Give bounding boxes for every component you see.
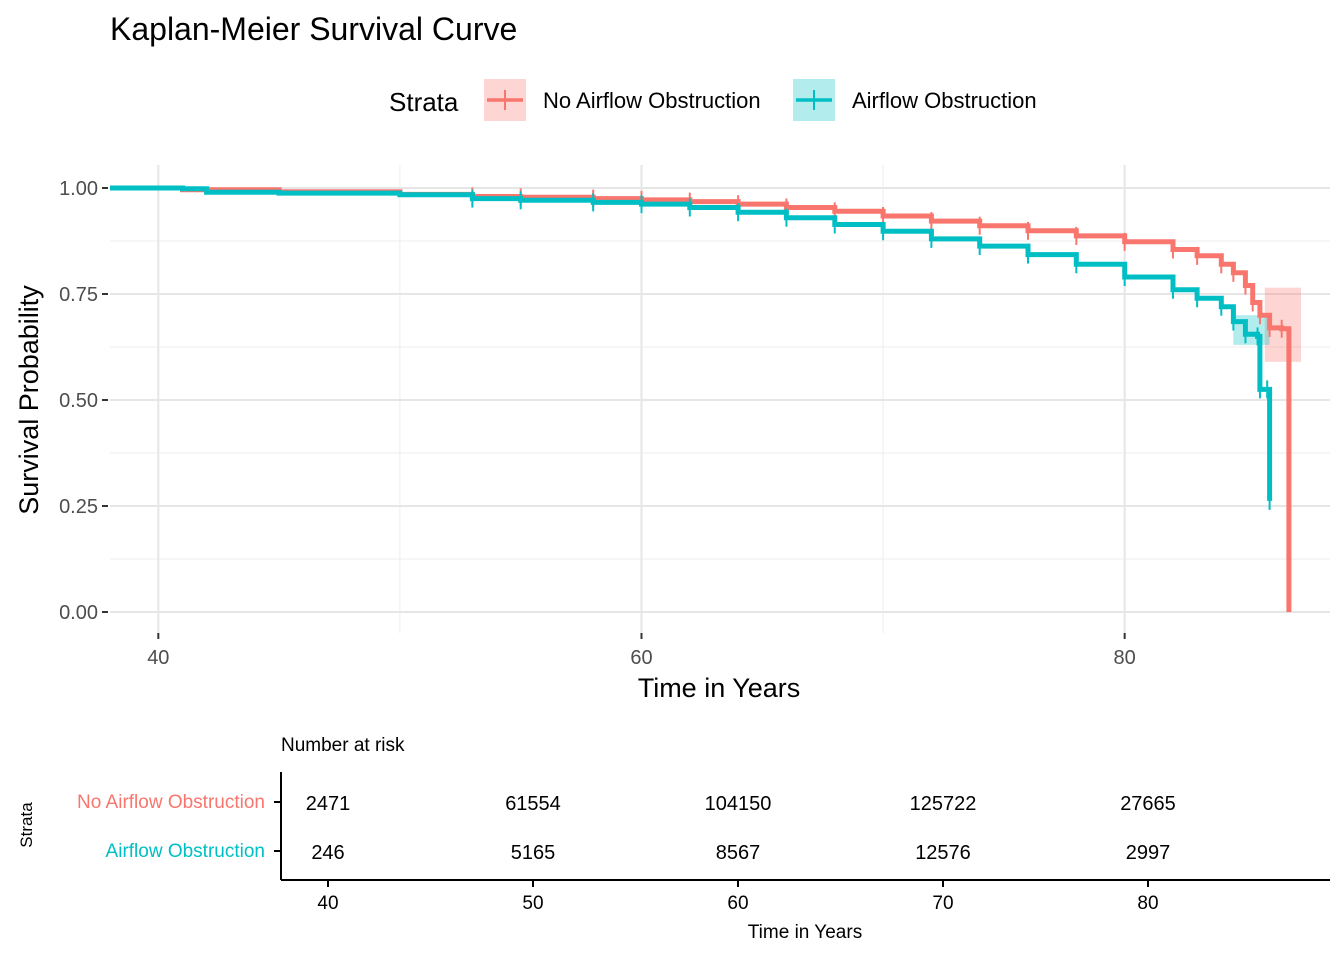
y-tick-label: 0.00 <box>59 602 98 624</box>
x-axis: 40 60 80 <box>147 633 1136 669</box>
legend-key-1 <box>793 79 835 121</box>
main-panel: 0.00 0.25 0.50 0.75 1.00 40 60 80 <box>59 165 1330 669</box>
risk-x-tick-label: 60 <box>727 893 748 914</box>
risk-table-cell: 5165 <box>511 842 556 864</box>
y-tick-label: 1.00 <box>59 178 98 200</box>
risk-row-label: Airflow Obstruction <box>106 841 265 862</box>
gridlines <box>110 165 1330 633</box>
risk-table-cell: 104150 <box>705 793 772 815</box>
x-axis-title: Time in Years <box>638 673 801 703</box>
risk-table-cell: 2471 <box>306 793 351 815</box>
risk-x-tick-label: 80 <box>1137 893 1158 914</box>
risk-x-tick-label: 40 <box>317 893 338 914</box>
y-tick-label: 0.75 <box>59 284 98 306</box>
risk-table-x-axis: 40 50 60 70 80 <box>317 880 1159 914</box>
risk-table-cell: 246 <box>311 842 344 864</box>
y-tick-label: 0.25 <box>59 496 98 518</box>
risk-x-tick-label: 50 <box>522 893 543 914</box>
legend-title: Strata <box>389 87 459 117</box>
risk-x-tick-label: 70 <box>932 893 953 914</box>
legend-label-0: No Airflow Obstruction <box>543 88 761 113</box>
x-tick-label: 60 <box>630 647 652 669</box>
risk-table-x-title: Time in Years <box>748 922 862 943</box>
risk-table-cell: 8567 <box>716 842 761 864</box>
survival-curves <box>110 185 1292 612</box>
y-axis: 0.00 0.25 0.50 0.75 1.00 <box>59 178 108 624</box>
risk-table: Number at risk Strata No Airflow Obstruc… <box>17 735 1330 943</box>
risk-table-cell: 27665 <box>1120 793 1176 815</box>
risk-table-cell: 61554 <box>505 793 561 815</box>
y-tick-label: 0.50 <box>59 390 98 412</box>
chart-title: Kaplan-Meier Survival Curve <box>110 11 517 47</box>
risk-table-cell: 125722 <box>910 793 977 815</box>
risk-table-title: Number at risk <box>281 735 405 756</box>
risk-row-label: No Airflow Obstruction <box>77 792 265 813</box>
x-tick-label: 40 <box>147 647 169 669</box>
risk-table-cell: 2997 <box>1126 842 1171 864</box>
y-axis-title: Survival Probability <box>14 285 44 515</box>
legend-label-1: Airflow Obstruction <box>852 88 1037 113</box>
risk-table-y-title: Strata <box>17 802 36 848</box>
x-tick-label: 80 <box>1114 647 1136 669</box>
risk-table-cell: 12576 <box>915 842 971 864</box>
risk-table-rows: No Airflow Obstruction 2471 61554 104150 125… <box>77 792 1176 864</box>
survival-curve-airflow-obstruction <box>110 185 1273 501</box>
legend: Strata No Airflow Obstruction Airflow Ob… <box>389 79 1037 121</box>
legend-key-0 <box>484 79 526 121</box>
